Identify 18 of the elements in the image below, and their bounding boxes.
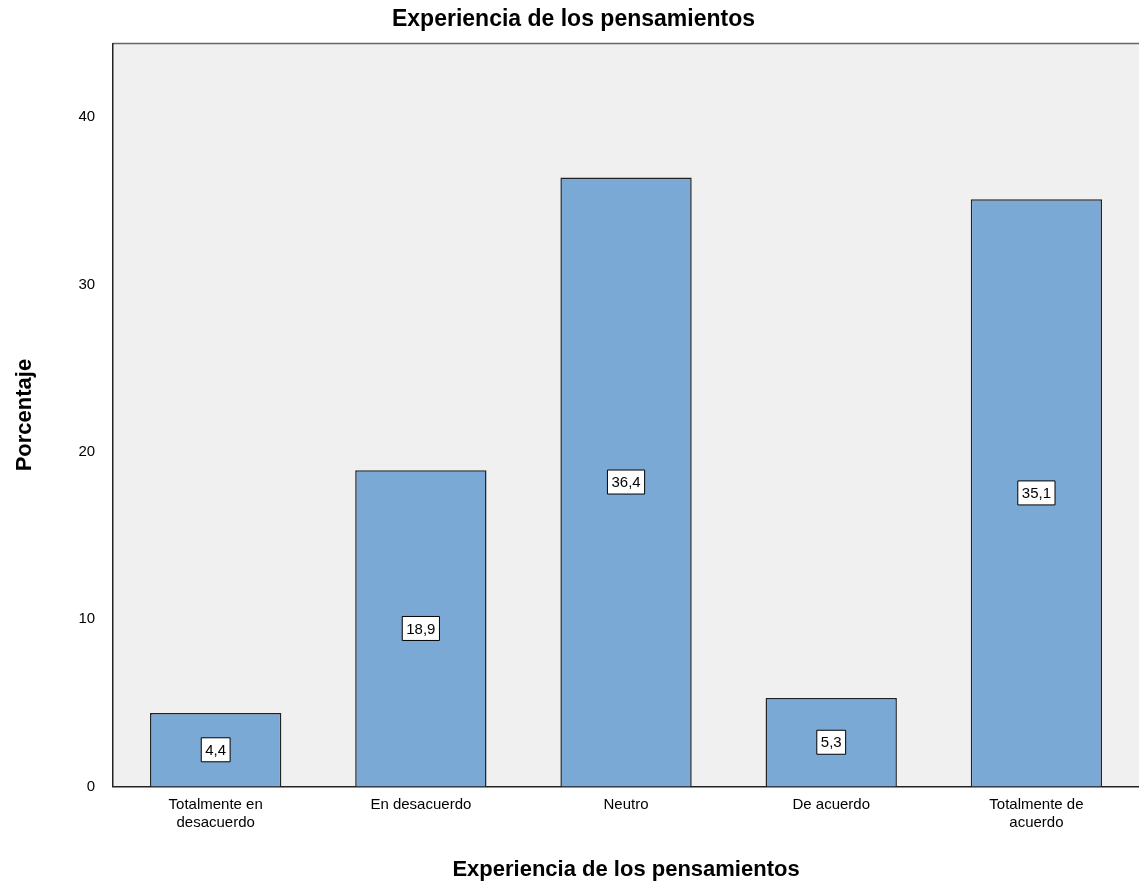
data-label: 36,4: [611, 473, 641, 491]
y-tick-label: 20: [78, 442, 96, 460]
x-tick-label: Totalmente en desacuerdo: [168, 794, 263, 830]
x-tick-label: De acuerdo: [792, 794, 871, 812]
data-label: 4,4: [205, 740, 227, 758]
y-tick-label: 40: [78, 107, 96, 125]
y-axis-title: Porcentaje: [11, 358, 37, 472]
x-tick-label: Neutro: [603, 794, 649, 812]
x-axis-title: Experiencia de los pensamientos: [452, 855, 800, 881]
x-tick-label: Totalmente de acuerdo: [989, 794, 1084, 830]
y-tick-label: 10: [78, 609, 96, 627]
chart-title: Experiencia de los pensamientos: [391, 5, 756, 32]
data-label: 35,1: [1021, 484, 1052, 502]
data-label: 5,3: [820, 733, 842, 751]
y-tick-label: 30: [78, 274, 96, 292]
x-tick-label: En desacuerdo: [370, 794, 472, 812]
data-label: 18,9: [406, 619, 436, 637]
y-tick-label: 0: [86, 776, 96, 794]
